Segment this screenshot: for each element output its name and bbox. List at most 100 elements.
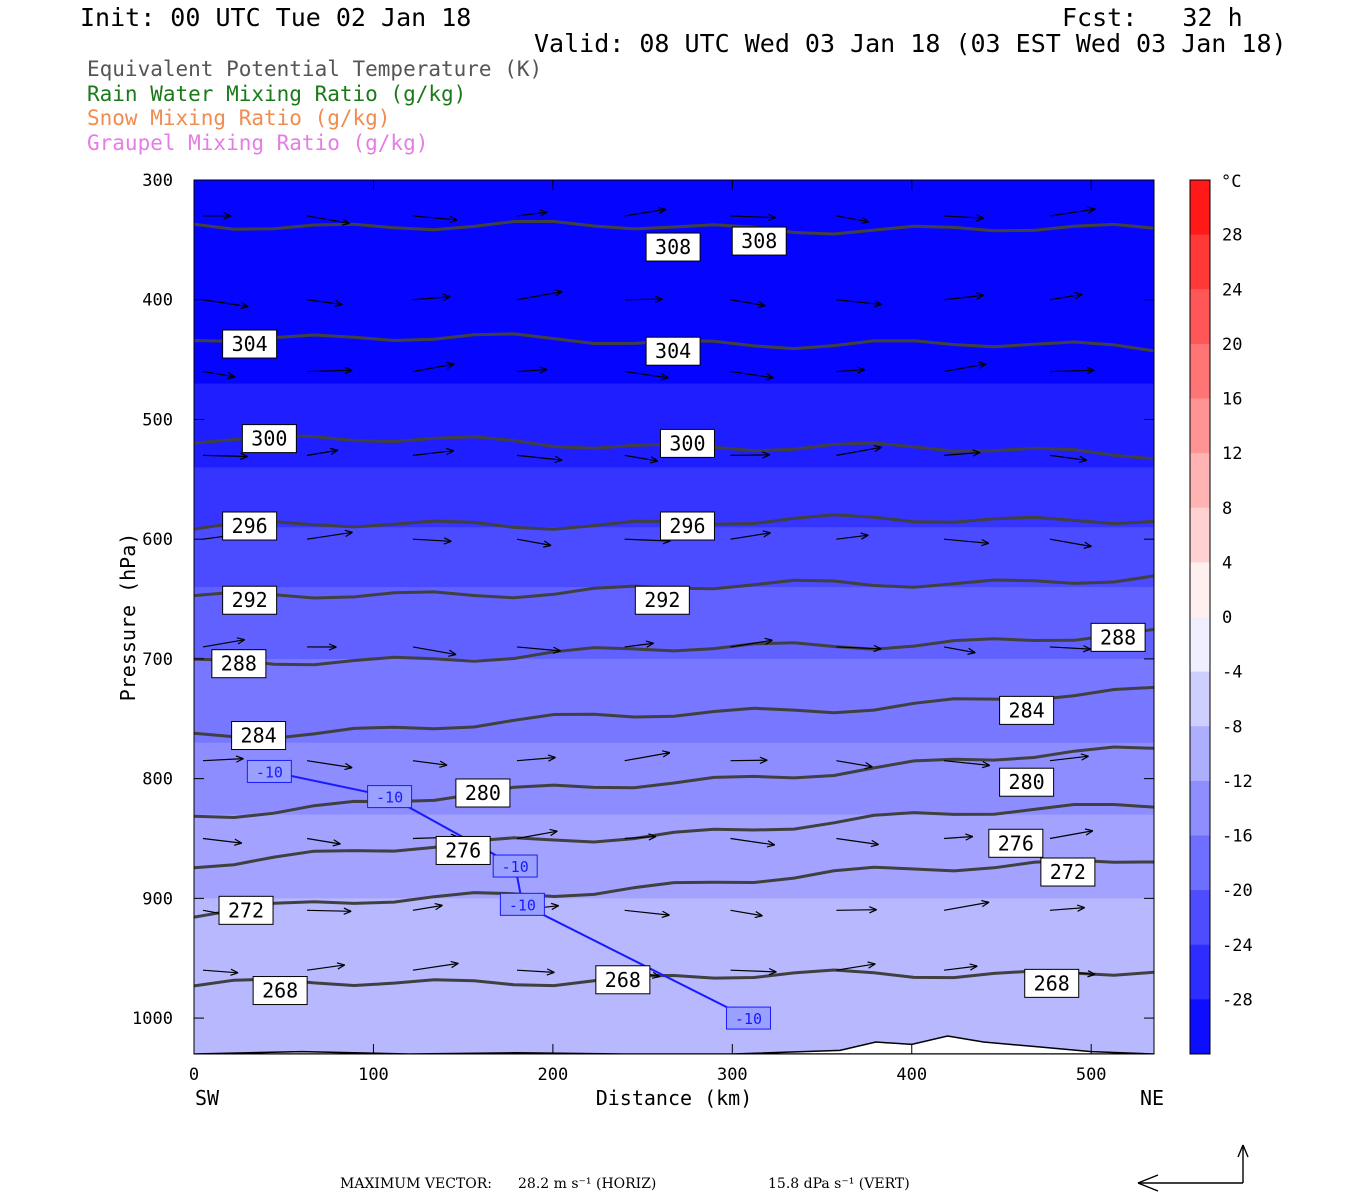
wind-vector (836, 366, 866, 374)
svg-text:292: 292 (232, 588, 268, 612)
colorbar-cell (1190, 453, 1210, 509)
colorbar-cell (1190, 890, 1210, 946)
svg-text:300: 300 (669, 431, 705, 455)
y-tick-label: 700 (142, 650, 173, 670)
wind-vector (516, 968, 555, 976)
wind-vector (944, 214, 985, 222)
contour-label-300: 300 (659, 428, 715, 458)
temperature-colorbar: 28 24 20 16 12 8 4 0 -4 -8 -12 -16 -20 -24 -28 (1189, 179, 1253, 1055)
colorbar-cell (1190, 617, 1210, 673)
isotherm-label: -10 (367, 785, 413, 809)
svg-text:308: 308 (655, 235, 691, 259)
wind-vector (202, 837, 243, 846)
colorbar-cell (1190, 398, 1210, 454)
theta-e-contour-280 (194, 745, 1154, 820)
wind-vector (202, 299, 249, 310)
wind-vector (730, 756, 768, 764)
contour-label-272: 272 (218, 895, 274, 925)
svg-text:280: 280 (1009, 770, 1045, 794)
wind-vector (624, 833, 657, 841)
x-tick-label: 500 (1076, 1065, 1107, 1085)
wind-vector (730, 299, 766, 309)
svg-text:308: 308 (741, 229, 777, 253)
colorbar-label: -8 (1222, 717, 1242, 737)
svg-text:296: 296 (232, 514, 268, 538)
wind-vector (730, 451, 771, 459)
contour-label-268: 268 (252, 976, 308, 1006)
contour-label-292: 292 (634, 585, 690, 615)
wind-vector (516, 538, 552, 548)
svg-text:288: 288 (1100, 625, 1136, 649)
wind-vector (1049, 454, 1088, 463)
wind-vector (306, 962, 346, 971)
theta-e-contour-288 (194, 627, 1154, 667)
svg-text:-10: -10 (256, 763, 283, 781)
contour-label-308: 308 (731, 226, 787, 256)
colorbar-label: 16 (1222, 390, 1242, 410)
colorbar-cell (1190, 343, 1210, 399)
wind-vector (307, 366, 353, 375)
contour-label-304: 304 (645, 336, 701, 366)
colorbar-label: 20 (1222, 335, 1242, 355)
svg-text:276: 276 (445, 838, 481, 862)
colorbar-cell (1190, 726, 1210, 782)
isotherm-label: -10 (246, 759, 292, 783)
wind-vector (1049, 291, 1083, 301)
wind-vector (307, 907, 352, 915)
wind-vector (306, 447, 339, 456)
svg-text:284: 284 (1009, 698, 1045, 722)
wind-vector (943, 646, 976, 655)
theta-e-contours (194, 220, 1154, 988)
valid-time: Valid: 08 UTC Wed 03 Jan 18 (03 EST Wed … (534, 29, 1287, 58)
x-tick-label: 400 (896, 1065, 927, 1085)
forecast-hour: Fcst: 32 h (1062, 3, 1243, 32)
colorbar-cell (1190, 507, 1210, 563)
svg-text:-10: -10 (376, 789, 403, 807)
wind-vector (1049, 645, 1091, 653)
y-tick-label: 300 (142, 171, 173, 191)
wind-vector (202, 452, 248, 460)
wind-vector (412, 293, 451, 301)
wind-vector (1049, 206, 1096, 217)
colorbar-cell (1190, 562, 1210, 618)
colorbar-label: -24 (1222, 936, 1253, 956)
wind-vector (1049, 538, 1092, 549)
colorbar-cell (1190, 289, 1210, 345)
wind-vector (516, 366, 548, 374)
wind-vector (412, 537, 452, 545)
wind-vectors (202, 206, 1096, 979)
wind-vector (202, 637, 246, 648)
colorbar-label: 12 (1222, 444, 1242, 464)
svg-text:268: 268 (262, 979, 298, 1003)
wind-vector (306, 215, 350, 226)
wind-vector (307, 643, 337, 651)
contour-label-300: 300 (241, 424, 297, 454)
contour-label-288: 288 (211, 649, 267, 679)
svg-text:-10: -10 (735, 1010, 762, 1028)
wind-vector (1049, 904, 1085, 912)
reference-vector-icon (1137, 1144, 1249, 1192)
colorbar-cell (1190, 671, 1210, 727)
wind-vector (516, 754, 556, 762)
plot-frame (193, 179, 1155, 1055)
wind-vector (943, 361, 987, 373)
contour-label-284: 284 (999, 695, 1055, 725)
max-vector-horiz: 28.2 m s⁻¹ (HORIZ) (518, 1176, 657, 1192)
wind-vector (836, 444, 882, 456)
colorbar-unit: °C (1221, 172, 1241, 192)
colorbar-cell (1190, 234, 1210, 290)
svg-text:304: 304 (232, 332, 268, 356)
y-tick-label: 400 (142, 291, 173, 311)
wind-vector (412, 960, 459, 971)
wind-vector (1049, 366, 1095, 375)
wind-vector (836, 644, 882, 653)
colorbar-label: -4 (1222, 663, 1242, 683)
colorbar-label: -12 (1222, 772, 1253, 792)
wind-vector (306, 299, 343, 308)
wind-vector (836, 532, 869, 540)
field-rain-label: Rain Water Mixing Ratio (g/kg) (87, 82, 467, 106)
colorbar-label: 28 (1222, 226, 1242, 246)
y-tick-label: 900 (142, 889, 173, 909)
wind-vector (836, 760, 873, 770)
theta-e-contour-284 (194, 685, 1154, 740)
